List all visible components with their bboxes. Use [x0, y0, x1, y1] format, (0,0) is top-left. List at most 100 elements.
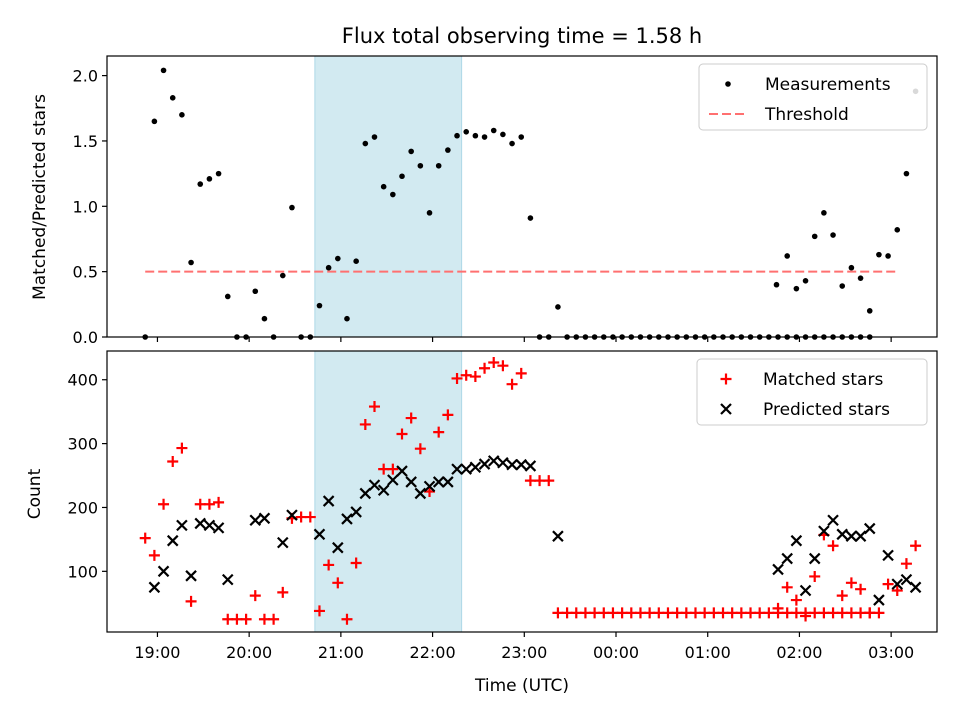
predicted-point: [322, 495, 335, 507]
measurement-point: [527, 215, 534, 221]
matched-point: [561, 607, 573, 619]
legend-label: Measurements: [765, 75, 891, 95]
matched-point: [506, 378, 518, 390]
legend-label: Threshold: [764, 105, 849, 125]
matched-point: [433, 426, 445, 438]
measurement-point: [160, 67, 167, 74]
predicted-point: [891, 578, 904, 590]
y-tick-label: 200: [67, 498, 98, 517]
measurement-point: [362, 140, 369, 147]
matched-point: [414, 443, 426, 455]
matched-point: [644, 607, 656, 619]
predicted-point: [350, 506, 362, 518]
predicted-point: [396, 465, 408, 477]
predicted-point: [497, 456, 509, 469]
matched-point: [350, 557, 362, 569]
measurement-point: [316, 302, 323, 309]
measurement-point: [802, 278, 809, 284]
matched-point: [809, 570, 821, 582]
measurement-point: [784, 253, 791, 259]
matched-point: [442, 409, 454, 421]
matched-point: [910, 540, 922, 552]
predicted-point: [221, 573, 234, 586]
measurement-point: [179, 112, 185, 118]
matched-point: [295, 511, 307, 523]
predicted-point: [341, 513, 353, 525]
matched-point: [772, 602, 784, 614]
legend-marker: [720, 403, 732, 415]
series-predicted-stars: [148, 455, 922, 606]
measurement-point: [151, 118, 158, 125]
measurement-point: [821, 210, 827, 216]
matched-point: [139, 532, 151, 544]
predicted-point: [506, 458, 518, 471]
matched-point: [634, 607, 646, 619]
measurement-point: [876, 251, 882, 258]
predicted-point: [524, 460, 537, 472]
predicted-point: [377, 484, 390, 497]
matched-point: [827, 540, 839, 552]
measurement-point: [773, 281, 780, 288]
matched-point: [387, 463, 399, 475]
matched-point: [185, 595, 197, 607]
matched-point: [745, 607, 757, 619]
measurement-point: [811, 233, 818, 240]
y-tick-label: 0.5: [73, 263, 98, 282]
x-tick-label: 01:00: [685, 643, 731, 662]
legend-box: [696, 358, 928, 426]
matched-point: [699, 607, 711, 619]
matched-point: [754, 607, 766, 619]
predicted-point: [854, 530, 867, 542]
measurement-point: [793, 285, 800, 292]
matched-point: [781, 607, 793, 619]
measurement-point: [463, 129, 470, 135]
measurement-point: [481, 134, 488, 140]
measurement-point: [417, 162, 424, 169]
measurement-point: [224, 293, 231, 300]
predicted-point: [827, 514, 839, 527]
measurement-point: [866, 308, 873, 314]
measurement-point: [399, 173, 405, 180]
predicted-point: [818, 525, 830, 537]
matched-point: [689, 607, 701, 619]
predicted-point: [515, 458, 528, 471]
matched-point: [249, 590, 261, 602]
x-tick-label: 00:00: [593, 643, 639, 662]
measurement-point: [490, 127, 497, 134]
measurement-point: [289, 204, 295, 211]
measurement-point: [380, 183, 387, 190]
x-tick-label: 20:00: [226, 643, 272, 662]
measurement-point: [518, 134, 525, 140]
top-y-axis-label: Matched/Predicted stars: [30, 94, 50, 300]
matched-point: [515, 367, 527, 379]
matched-point: [323, 559, 335, 571]
matched-point: [589, 607, 601, 619]
measurement-point: [445, 147, 451, 153]
matched-point: [213, 496, 225, 508]
matched-point: [873, 607, 885, 619]
series-measurements: [142, 67, 919, 340]
matched-point: [460, 369, 472, 381]
measurement-point: [472, 132, 479, 139]
predicted-point: [781, 552, 793, 565]
predicted-point: [423, 480, 436, 493]
y-tick-label: 1.5: [73, 132, 98, 151]
ratio-panel: 0.0 0.5 1.0 1.5 2.0 Measurements Threshold: [73, 55, 938, 347]
matched-point: [653, 607, 665, 619]
matched-point: [680, 607, 692, 619]
x-tick-label: 02:00: [776, 643, 822, 662]
matched-point: [855, 583, 867, 595]
measurement-point: [830, 232, 836, 238]
matched-point: [827, 607, 839, 619]
matched-point: [341, 613, 353, 625]
matched-point: [497, 360, 509, 372]
matched-point: [469, 371, 481, 383]
matched-point: [451, 372, 463, 384]
predicted-point: [249, 514, 262, 527]
predicted-point: [487, 455, 500, 467]
matched-point: [763, 607, 775, 619]
predicted-point: [451, 463, 463, 475]
axes-frame: [106, 350, 938, 633]
matched-point: [836, 590, 848, 602]
measurement-point: [206, 176, 213, 182]
